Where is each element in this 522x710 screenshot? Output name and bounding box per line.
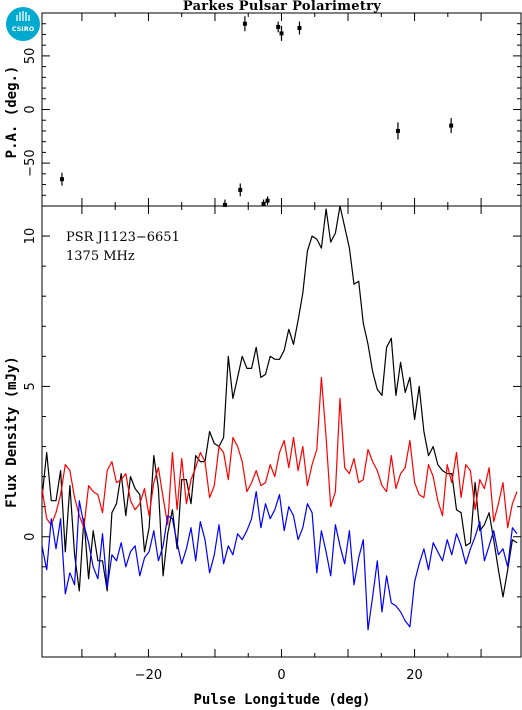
x-tick-label: 20 [406,668,423,683]
pa-point [395,122,400,140]
pa-marker [222,202,227,207]
csiro-logo-circle [6,7,40,41]
pa-marker [59,177,64,182]
circular-polarization-line [41,491,518,631]
pa-point [297,21,302,35]
frequency-annotation: 1375 MHz [66,249,135,264]
csiro-logo-mark [16,11,30,21]
pa-marker [238,187,243,192]
pa-marker [279,31,284,36]
tick-labels: −20 0 20 −50 0 50 0 5 10 [23,48,423,683]
pa-marker [297,26,302,31]
flux-lines [41,205,518,631]
x-axis-label: Pulse Longitude (deg) [193,692,370,708]
csiro-logo-text: CSIRO [12,25,35,33]
pa-point [279,25,284,41]
pa-marker [242,21,247,26]
axis-ticks [42,13,521,657]
pa-point [59,172,64,186]
x-tick-label: 0 [277,668,285,683]
pa-axis-label: P.A. (deg.) [4,66,20,159]
total-intensity-line [41,205,518,598]
flux-axis-label: Flux Density (mJy) [4,356,20,508]
pa-points [59,16,454,207]
pa-marker [449,123,454,128]
flux-panel-frame [41,205,522,658]
csiro-logo: CSIRO [6,7,40,41]
pa-point [261,199,266,206]
pa-marker [261,201,266,206]
flux-y-tick-label: 0 [23,533,38,541]
pa-marker [265,198,270,203]
pa-panel-frame [41,12,522,207]
x-tick-label: −20 [135,668,162,683]
pa-point [222,199,227,207]
pa-point [242,16,247,32]
pa-point [449,118,454,134]
pa-point [238,183,243,197]
pa-y-tick-label: 0 [23,105,38,113]
pa-marker [276,24,281,29]
pulsar-name-annotation: PSR J1123−6651 [66,230,180,245]
pa-point [265,196,270,205]
pa-point [276,21,281,33]
pa-marker [395,128,400,133]
pa-y-tick-label: −50 [23,149,38,176]
chart-title: Parkes Pulsar Polarimetry [183,0,381,14]
flux-y-tick-label: 10 [23,228,38,245]
linear-polarization-line [41,376,518,529]
flux-y-tick-label: 5 [23,382,38,390]
pa-y-tick-label: 50 [23,48,38,65]
